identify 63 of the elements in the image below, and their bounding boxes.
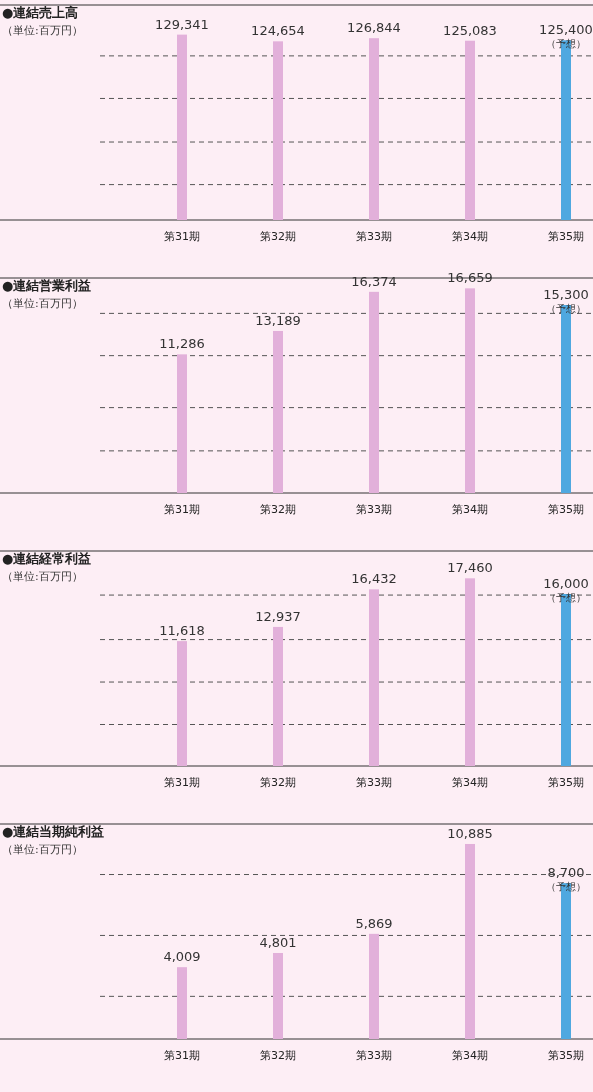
x-tick-label: 第34期 (452, 230, 488, 243)
x-tick-label: 第32期 (260, 776, 296, 789)
x-tick-label: 第31期 (164, 1049, 200, 1062)
bar (465, 578, 475, 766)
x-tick-label: 第33期 (356, 1049, 392, 1062)
text: （単位:百万円） (2, 297, 83, 310)
x-tick-label: 第34期 (452, 776, 488, 789)
data-label: 16,374 (351, 273, 397, 289)
data-label: 11,618 (159, 623, 205, 639)
data-label: 124,654 (251, 23, 305, 39)
x-tick-label: 第34期 (452, 503, 488, 516)
text: （単位:百万円） (2, 843, 83, 856)
bar (273, 626, 283, 766)
x-tick-label: 第33期 (356, 230, 392, 243)
x-tick-label: 第34期 (452, 1049, 488, 1062)
bar (465, 288, 475, 493)
data-label: 12,937 (255, 608, 301, 624)
x-tick-label: 第31期 (164, 230, 200, 243)
x-tick-label: 第32期 (260, 1049, 296, 1062)
data-label: 16,000 (543, 576, 589, 591)
text: （単位:百万円） (2, 570, 83, 583)
chart-title: ●連結当期純利益 (2, 824, 105, 839)
bar (273, 330, 283, 493)
chart-title: ●連結営業利益 (2, 278, 92, 293)
x-tick-label: 第33期 (356, 503, 392, 516)
annotation: （予想） (546, 881, 586, 893)
data-label: 5,869 (355, 915, 393, 931)
chart-title: ●連結売上高 (2, 5, 79, 20)
data-label: 125,083 (443, 22, 497, 38)
data-label: 15,300 (543, 287, 589, 303)
x-tick-label: 第32期 (260, 503, 296, 516)
text: （単位:百万円） (2, 24, 83, 37)
data-label: 16,432 (351, 571, 397, 587)
bar (273, 952, 283, 1039)
bar (369, 589, 379, 766)
data-label: 4,009 (163, 949, 201, 965)
data-label: 4,801 (259, 934, 297, 950)
data-label: 11,286 (159, 336, 205, 352)
bar (177, 641, 187, 766)
data-label: 13,189 (255, 312, 301, 328)
annotation: （予想） (546, 38, 586, 50)
x-tick-label: 第31期 (164, 776, 200, 789)
x-tick-label: 第33期 (356, 776, 392, 789)
annotation: （予想） (546, 303, 586, 315)
x-tick-label: 第35期 (548, 776, 584, 789)
bar (369, 291, 379, 493)
data-label: 125,400 (539, 22, 593, 38)
bar (177, 967, 187, 1039)
data-label: 17,460 (447, 560, 493, 576)
data-label: 8,700 (547, 865, 585, 881)
x-tick-label: 第35期 (548, 230, 584, 243)
x-tick-label: 第35期 (548, 503, 584, 516)
bar (177, 354, 187, 493)
data-label: 16,659 (447, 270, 493, 286)
x-tick-label: 第31期 (164, 503, 200, 516)
x-tick-label: 第32期 (260, 230, 296, 243)
data-label: 129,341 (155, 16, 209, 32)
bar (369, 933, 379, 1039)
x-tick-label: 第35期 (548, 1049, 584, 1062)
chart-title: ●連結経常利益 (2, 551, 92, 566)
data-label: 126,844 (347, 20, 401, 36)
bar (465, 843, 475, 1039)
data-label: 10,885 (447, 825, 493, 841)
